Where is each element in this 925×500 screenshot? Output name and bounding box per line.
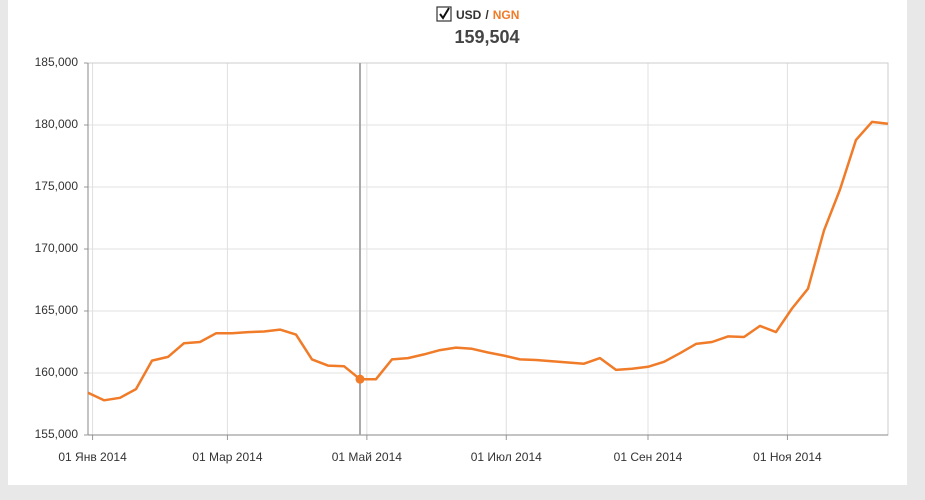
legend-separator: /: [485, 8, 489, 22]
checkmark: [439, 7, 450, 20]
readout-point: [355, 374, 365, 384]
x-tick-label: 01 Ноя 2014: [753, 450, 822, 464]
y-tick-label: 170,000: [35, 241, 79, 255]
legend-label[interactable]: USD / NGN: [456, 8, 519, 22]
y-tick-label: 155,000: [35, 427, 79, 441]
series-line: [87, 120, 889, 402]
x-tick-label: 01 Мар 2014: [192, 450, 263, 464]
legend-base: USD: [456, 8, 482, 22]
x-tick-label: 01 Май 2014: [332, 450, 403, 464]
y-tick-label: 185,000: [35, 55, 79, 69]
legend-quote: NGN: [493, 8, 520, 22]
panel: [8, 0, 907, 485]
x-tick-label: 01 Янв 2014: [58, 450, 127, 464]
y-tick-label: 175,000: [35, 179, 79, 193]
y-tick-label: 160,000: [35, 365, 79, 379]
y-tick-label: 165,000: [35, 303, 79, 317]
readout-value: 159,504: [454, 27, 519, 47]
y-tick-label: 180,000: [35, 117, 79, 131]
x-tick-label: 01 Сен 2014: [614, 450, 683, 464]
x-tick-label: 01 Июл 2014: [471, 450, 542, 464]
